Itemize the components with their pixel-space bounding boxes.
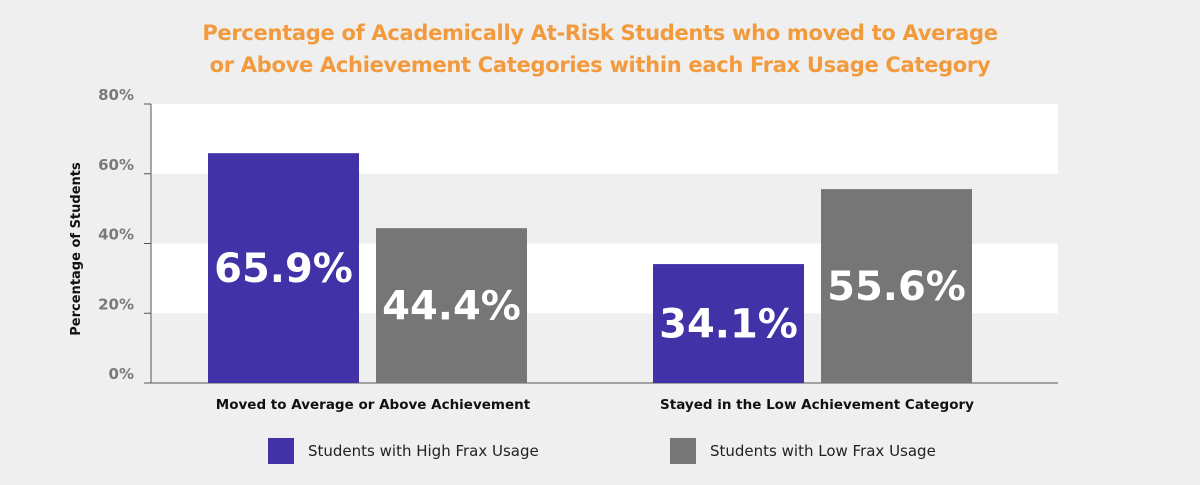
bar-data-label: 34.1% (659, 302, 798, 348)
legend-swatch-high-usage (268, 438, 294, 464)
legend-swatch-low-usage (670, 438, 696, 464)
bar-data-label: 55.6% (827, 264, 966, 310)
y-tick-label: 40% (98, 226, 134, 244)
bar-data-label: 44.4% (382, 284, 521, 330)
y-tick-label: 20% (98, 295, 134, 313)
y-axis-label: Percentage of Students (69, 162, 84, 336)
y-tick-label: 60% (98, 156, 134, 174)
chart-title-line-1: Percentage of Academically At-Risk Stude… (202, 21, 998, 45)
x-category-label: Stayed in the Low Achievement Category (660, 397, 974, 413)
legend-label-high-usage: Students with High Frax Usage (308, 442, 539, 460)
bar-data-label: 65.9% (214, 246, 353, 292)
legend-item-high-usage: Students with High Frax Usage (268, 438, 539, 464)
legend-label-low-usage: Students with Low Frax Usage (710, 442, 936, 460)
y-tick-label: 0% (109, 365, 134, 383)
bar (376, 228, 527, 383)
chart-title-line-2: or Above Achievement Categories within e… (209, 53, 991, 77)
legend-item-low-usage: Students with Low Frax Usage (670, 438, 936, 464)
y-tick-label: 80% (98, 86, 134, 104)
bar (208, 153, 359, 383)
bar (653, 264, 804, 383)
x-category-label: Moved to Average or Above Achievement (216, 397, 531, 413)
bar (821, 189, 972, 383)
